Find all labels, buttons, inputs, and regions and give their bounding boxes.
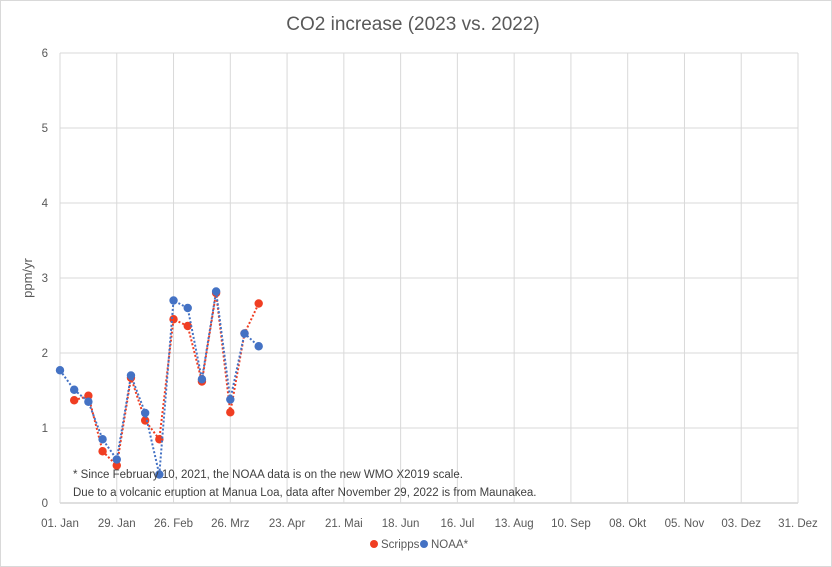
x-tick-label: 10. Sep (551, 518, 591, 530)
y-axis-label: ppm/yr (20, 257, 35, 297)
data-point (169, 296, 178, 305)
y-tick-label: 2 (42, 348, 48, 360)
x-tick-label: 13. Aug (495, 518, 534, 530)
data-point (169, 315, 178, 324)
data-point (140, 416, 150, 425)
x-tick-label: 23. Apr (269, 518, 306, 530)
series-line (73, 292, 260, 468)
x-tick-label: 01. Jan (41, 518, 79, 530)
data-point (183, 321, 192, 331)
data-point (112, 461, 121, 470)
x-axis-ticks: 01. Jan 29. Jan 26. Feb 26. Mrz 23. Apr 21. M… (41, 518, 818, 530)
chart-title: CO2 increase (2023 vs. 2022) (286, 14, 539, 35)
x-tick-label: 26. Mrz (211, 518, 250, 530)
data-point (140, 408, 150, 418)
legend: Scripps NOAA* (370, 539, 469, 551)
x-tick-label: 31. Dez (778, 518, 818, 530)
data-point (155, 470, 164, 479)
x-tick-label: 26. Feb (154, 518, 193, 530)
data-point (98, 435, 107, 444)
data-point (69, 396, 79, 405)
grid (59, 52, 799, 504)
data-point (98, 447, 107, 456)
data-point (112, 455, 121, 464)
data-point (55, 366, 65, 375)
y-tick-label: 3 (42, 273, 48, 285)
annotation-line-1: * Since February 10, 2021, the NOAA data… (73, 469, 463, 481)
x-tick-label: 21. Mai (325, 518, 363, 530)
data-point (84, 391, 93, 400)
data-point (254, 299, 263, 308)
data-point (126, 371, 136, 380)
data-point (197, 375, 207, 384)
annotation-line-2: Due to a volcanic eruption at Manua Loa,… (73, 487, 536, 499)
y-tick-label: 4 (42, 198, 49, 210)
data-point (240, 329, 249, 338)
x-tick-label: 05. Nov (665, 518, 705, 530)
data-point (226, 395, 235, 404)
legend-marker (370, 540, 378, 548)
series-layer (55, 287, 263, 479)
x-tick-label: 08. Okt (609, 518, 647, 530)
x-tick-label: 03. Dez (721, 518, 761, 530)
legend-entry: NOAA* (431, 539, 469, 551)
legend-marker (420, 540, 428, 548)
series-line (59, 291, 260, 475)
y-tick-label: 1 (42, 423, 48, 435)
data-point (226, 408, 235, 417)
x-tick-label: 16. Jul (440, 518, 474, 530)
y-tick-label: 5 (42, 123, 48, 135)
legend-entry: Scripps (381, 539, 420, 551)
x-tick-label: 29. Jan (98, 518, 136, 530)
data-point (254, 342, 263, 351)
data-point (69, 385, 79, 394)
series-1 (55, 287, 263, 479)
x-tick-label: 18. Jun (382, 518, 420, 530)
y-tick-label: 0 (42, 498, 48, 510)
y-tick-label: 6 (42, 48, 48, 60)
y-axis-ticks: 0 1 2 3 4 5 6 (42, 48, 49, 510)
data-point (183, 303, 192, 313)
data-point (211, 287, 221, 296)
data-point (84, 397, 93, 406)
